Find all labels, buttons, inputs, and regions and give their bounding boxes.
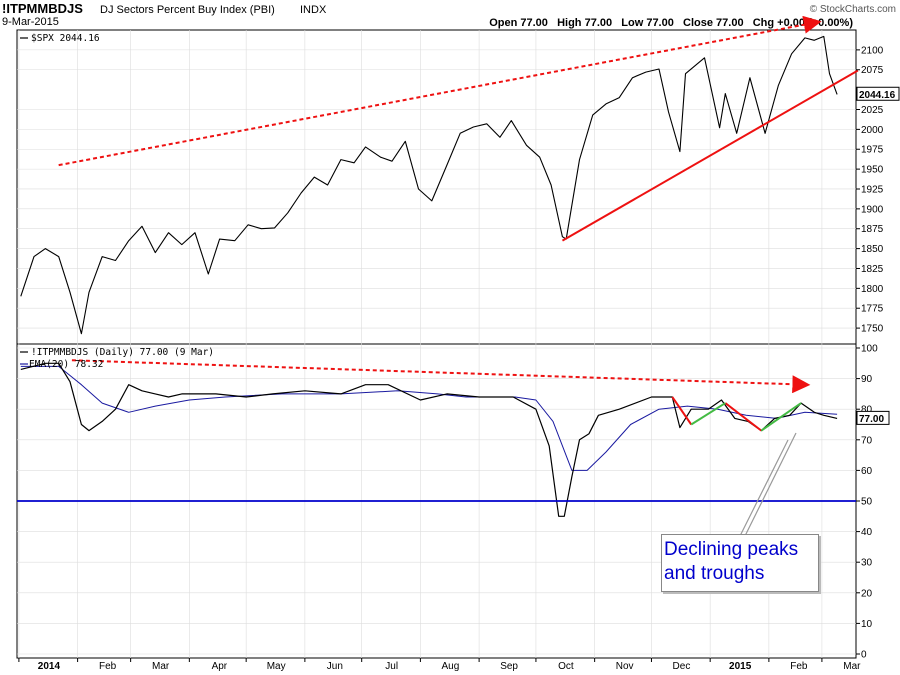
indicator-legend-label: !ITPMMBDJS (Daily) 77.00 (9 Mar): [31, 347, 214, 358]
price-panel: [16, 29, 857, 345]
y-tick-label: 2075: [861, 65, 884, 76]
callout-pointer: [742, 432, 797, 541]
y-tick-label: 1800: [861, 284, 884, 295]
y-tick-label: 10: [861, 619, 873, 630]
trend-line: [760, 402, 802, 432]
y-tick-label: 100: [861, 344, 878, 355]
y-tick-label: 40: [861, 527, 873, 538]
price-y-axis: 1750 1775 1800 1825 1850 1875 1900 1925 1950 1975…: [856, 45, 884, 335]
ohlc-readout: Open 77.00 High 77.00 Low 77.00 Close 77…: [489, 17, 853, 29]
price-lines: [20, 15, 859, 335]
x-tick-label: Nov: [616, 661, 634, 672]
trend-line: [724, 402, 762, 432]
y-tick-label: 0: [861, 650, 867, 661]
y-tick-label: 1900: [861, 204, 884, 215]
y-tick-label: 2100: [861, 45, 884, 56]
trend-line: [671, 396, 693, 426]
y-tick-label: 1750: [861, 324, 884, 335]
y-tick-label: 1950: [861, 165, 884, 176]
price-legend-label: $SPX 2044.16: [31, 33, 100, 44]
y-tick-label: 90: [861, 374, 873, 385]
trend-line: [71, 359, 811, 394]
price-last-value-label: 2044.16: [859, 90, 896, 101]
y-tick-label: 20: [861, 588, 873, 599]
y-tick-label: 1825: [861, 264, 884, 275]
price-last-value: 2044.16: [856, 86, 900, 101]
x-tick-label: Mar: [152, 661, 170, 672]
annotation-line1: Declining peaks: [664, 539, 799, 560]
x-tick-label: 2015: [729, 661, 752, 672]
chart-exchange: INDX: [300, 4, 327, 16]
price-legend: $SPX 2044.16: [20, 33, 100, 44]
trend-line: [561, 69, 859, 242]
y-tick-label: 1925: [861, 184, 884, 195]
callout-pointer: [737, 439, 789, 541]
annotation-line2: and troughs: [664, 563, 765, 584]
y-tick-label: 1875: [861, 224, 884, 235]
x-tick-label: Feb: [790, 661, 808, 672]
x-tick-label: Aug: [442, 661, 460, 672]
y-tick-label: 1775: [861, 304, 884, 315]
price-grid: [17, 30, 856, 344]
x-tick-label: Apr: [212, 661, 228, 672]
indicator-last-value-label: 77.00: [859, 414, 884, 425]
trend-line: [58, 15, 822, 167]
chart-symbol: !ITPMMBDJS: [2, 1, 83, 16]
x-tick-label: Jul: [385, 661, 398, 672]
y-tick-label: 2025: [861, 105, 884, 116]
watermark: © StockCharts.com: [810, 4, 896, 15]
x-tick-label: Feb: [99, 661, 117, 672]
y-tick-label: 80: [861, 405, 873, 416]
x-tick-label: Jun: [327, 661, 343, 672]
pbi-line: [20, 362, 838, 517]
indicator-last-value: 77.00: [856, 410, 890, 425]
trend-line: [690, 402, 726, 426]
x-tick-label: Sep: [500, 661, 518, 672]
chart-name: DJ Sectors Percent Buy Index (PBI): [100, 4, 275, 16]
y-tick-label: 50: [861, 497, 873, 508]
y-tick-label: 1975: [861, 145, 884, 156]
x-tick-label: 2014: [38, 661, 61, 672]
ema-legend-label: EMA(20) 78.32: [29, 359, 103, 370]
x-tick-label: Dec: [673, 661, 691, 672]
y-tick-label: 30: [861, 558, 873, 569]
y-tick-label: 1850: [861, 244, 884, 255]
x-tick-label: May: [267, 661, 286, 672]
indicator-lines: [17, 359, 856, 541]
x-tick-label: Oct: [558, 661, 574, 672]
chart-date: 9-Mar-2015: [2, 16, 59, 28]
indicator-y-axis: 0 10 20 30 40 50 60 70 80 90 100: [856, 344, 878, 661]
indicator-legend: !ITPMMBDJS (Daily) 77.00 (9 Mar) EMA(20)…: [20, 347, 214, 370]
y-tick-label: 70: [861, 435, 873, 446]
annotation-callout: Declining peaks and troughs: [661, 534, 819, 592]
y-tick-label: 2000: [861, 125, 884, 136]
x-axis: 2014 Feb Mar Apr May Jun Jul Aug Sep Oct Nov Dec 201…: [18, 658, 861, 672]
y-tick-label: 60: [861, 466, 873, 477]
spx-price-line: [20, 35, 838, 335]
ema-line: [20, 365, 838, 471]
x-tick-label: Mar: [843, 661, 861, 672]
